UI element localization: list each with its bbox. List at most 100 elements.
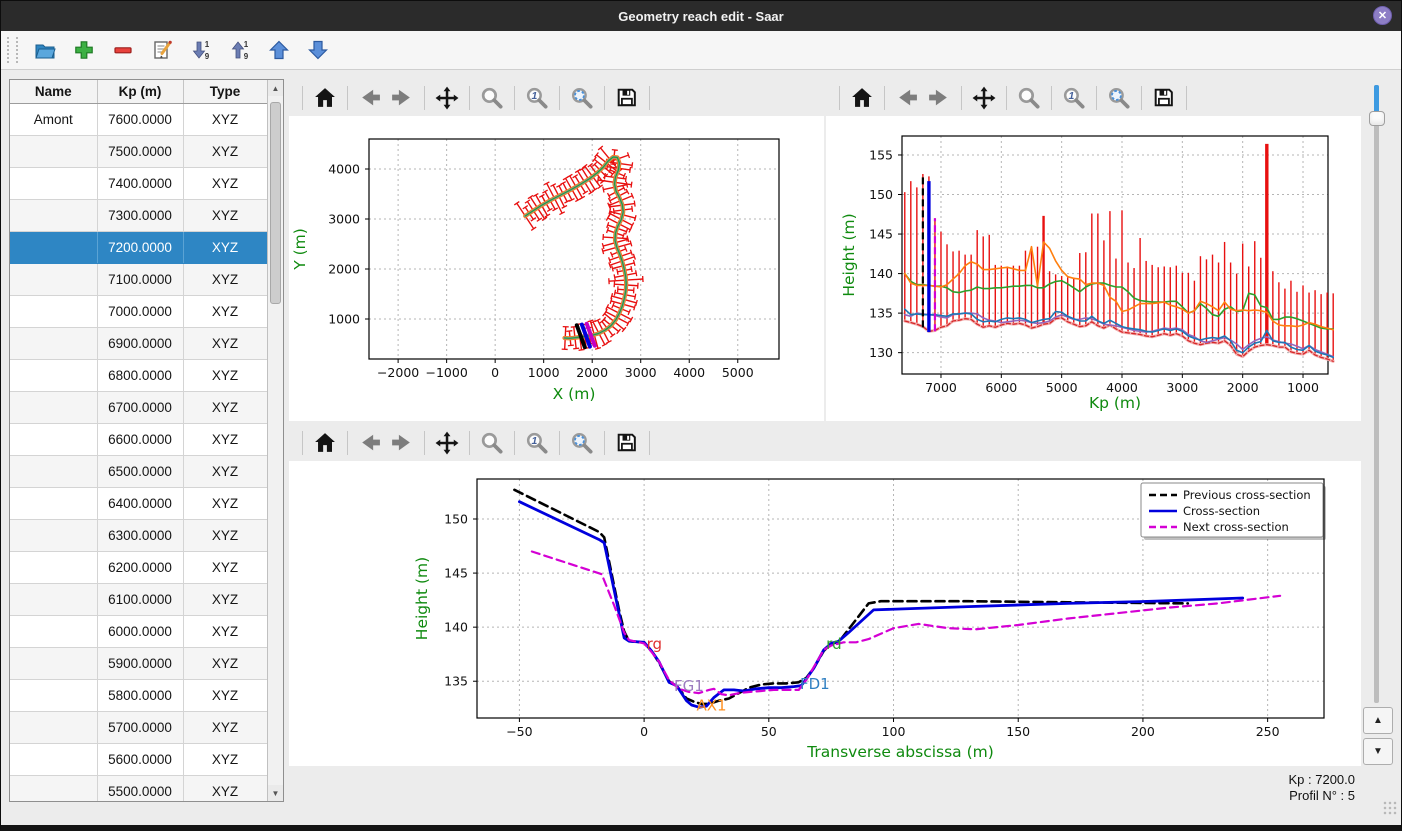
table-row[interactable]: 6400.0000 XYZ	[10, 487, 268, 520]
table-row[interactable]: 7100.0000 XYZ	[10, 263, 268, 296]
zoom-button[interactable]	[477, 83, 507, 113]
table-cell[interactable]: 6700.0000	[97, 391, 184, 424]
column-header-type[interactable]: Type	[183, 80, 268, 104]
table-row[interactable]: 6900.0000 XYZ	[10, 327, 268, 360]
table-row[interactable]: 5800.0000 XYZ	[10, 679, 268, 712]
table-cell[interactable]	[10, 455, 98, 488]
table-cell[interactable]: 6100.0000	[97, 583, 184, 616]
save-button[interactable]	[612, 83, 642, 113]
home-button[interactable]	[310, 428, 340, 458]
table-cell[interactable]: 6200.0000	[97, 551, 184, 584]
table-cell[interactable]: Amont	[10, 103, 98, 136]
table-cell[interactable]: XYZ	[183, 551, 268, 584]
table-cell[interactable]: XYZ	[183, 519, 268, 552]
table-row[interactable]: 6800.0000 XYZ	[10, 359, 268, 392]
column-header-name[interactable]: Name	[10, 80, 98, 104]
zoom-button[interactable]	[1014, 83, 1044, 113]
table-cell[interactable]: XYZ	[183, 487, 268, 520]
table-cell[interactable]: XYZ	[183, 327, 268, 360]
cross-sections-table[interactable]: Name Kp (m) Type Amont 7600.0000 XYZ 7500.0…	[10, 80, 268, 801]
table-cell[interactable]: XYZ	[183, 679, 268, 712]
table-cell[interactable]: 5800.0000	[97, 679, 184, 712]
edit-button[interactable]	[149, 37, 176, 64]
close-button[interactable]: ✕	[1373, 6, 1392, 25]
table-cell[interactable]	[10, 551, 98, 584]
table-cell[interactable]: XYZ	[183, 455, 268, 488]
table-cell[interactable]	[10, 359, 98, 392]
table-scrollbar[interactable]: ▲ ▼	[267, 80, 283, 801]
table-cell[interactable]: XYZ	[183, 615, 268, 648]
table-cell[interactable]	[10, 231, 98, 264]
titlebar[interactable]: Geometry reach edit - Saar ✕	[1, 1, 1401, 31]
zoom-one-button[interactable]: 1	[1059, 83, 1089, 113]
table-cell[interactable]: XYZ	[183, 423, 268, 456]
zoom-fit-button[interactable]	[1104, 83, 1134, 113]
table-cell[interactable]	[10, 679, 98, 712]
table-cell[interactable]	[10, 423, 98, 456]
table-cell[interactable]: XYZ	[183, 359, 268, 392]
cross-section-canvas[interactable]: −50 0 50 100 150 200 250 135 140 145 150 Transverse…	[289, 461, 1361, 766]
back-button[interactable]	[355, 428, 385, 458]
table-cell[interactable]: XYZ	[183, 583, 268, 616]
table-cell[interactable]: 5500.0000	[97, 775, 184, 801]
pan-button[interactable]	[969, 83, 999, 113]
table-row[interactable]: 7400.0000 XYZ	[10, 167, 268, 200]
table-cell[interactable]: XYZ	[183, 263, 268, 296]
table-cell[interactable]: 5700.0000	[97, 711, 184, 744]
table-cell[interactable]: 6400.0000	[97, 487, 184, 520]
table-row[interactable]: 5700.0000 XYZ	[10, 711, 268, 744]
move-down-button[interactable]	[305, 37, 332, 64]
profile-position-slider[interactable]	[1374, 85, 1379, 703]
table-cell[interactable]: 6900.0000	[97, 327, 184, 360]
table-cell[interactable]	[10, 199, 98, 232]
pan-button[interactable]	[432, 428, 462, 458]
table-row[interactable]: 6200.0000 XYZ	[10, 551, 268, 584]
table-cell[interactable]	[10, 295, 98, 328]
forward-button[interactable]	[924, 83, 954, 113]
zoom-one-button[interactable]: 1	[522, 83, 552, 113]
table-row[interactable]: 6500.0000 XYZ	[10, 455, 268, 488]
table-cell[interactable]: XYZ	[183, 391, 268, 424]
table-cell[interactable]: XYZ	[183, 199, 268, 232]
table-cell[interactable]	[10, 743, 98, 776]
zoom-fit-button[interactable]	[567, 83, 597, 113]
table-cell[interactable]	[10, 391, 98, 424]
open-button[interactable]	[32, 37, 59, 64]
table-cell[interactable]	[10, 135, 98, 168]
pan-button[interactable]	[432, 83, 462, 113]
previous-profile-button[interactable]: ▲	[1363, 707, 1393, 734]
table-cell[interactable]: XYZ	[183, 135, 268, 168]
table-row[interactable]: 7000.0000 XYZ	[10, 295, 268, 328]
table-cell[interactable]: 5600.0000	[97, 743, 184, 776]
table-cell[interactable]: 6300.0000	[97, 519, 184, 552]
table-row[interactable]: 6100.0000 XYZ	[10, 583, 268, 616]
table-cell[interactable]: 7100.0000	[97, 263, 184, 296]
add-button[interactable]	[71, 37, 98, 64]
zoom-one-button[interactable]: 1	[522, 428, 552, 458]
table-cell[interactable]: XYZ	[183, 231, 268, 264]
table-row[interactable]: 6300.0000 XYZ	[10, 519, 268, 552]
table-cell[interactable]	[10, 615, 98, 648]
table-cell[interactable]: 7300.0000	[97, 199, 184, 232]
table-row[interactable]: 5900.0000 XYZ	[10, 647, 268, 680]
table-cell[interactable]: 7000.0000	[97, 295, 184, 328]
table-cell[interactable]: 7200.0000	[97, 231, 184, 264]
remove-button[interactable]	[110, 37, 137, 64]
table-cell[interactable]	[10, 327, 98, 360]
table-row[interactable]: 7300.0000 XYZ	[10, 199, 268, 232]
table-cell[interactable]	[10, 263, 98, 296]
long-profile-canvas[interactable]: 7000 6000 5000 4000 3000 2000 1000 130 135 140 145…	[826, 116, 1361, 421]
table-row[interactable]: 6700.0000 XYZ	[10, 391, 268, 424]
zoom-fit-button[interactable]	[567, 428, 597, 458]
table-row[interactable]: 7200.0000 XYZ	[10, 231, 268, 264]
table-cell[interactable]	[10, 711, 98, 744]
forward-button[interactable]	[387, 83, 417, 113]
home-button[interactable]	[847, 83, 877, 113]
table-cell[interactable]: 5900.0000	[97, 647, 184, 680]
table-cell[interactable]: 7600.0000	[97, 103, 184, 136]
table-scrollbar-thumb[interactable]	[270, 102, 281, 304]
back-button[interactable]	[355, 83, 385, 113]
table-cell[interactable]: XYZ	[183, 647, 268, 680]
home-button[interactable]	[310, 83, 340, 113]
